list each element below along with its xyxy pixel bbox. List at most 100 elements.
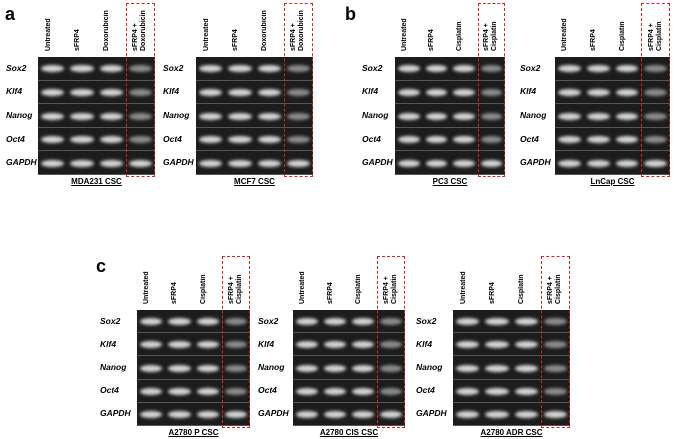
highlight-box bbox=[125, 3, 155, 177]
gel-caption: A2780 CIS CSC bbox=[319, 428, 379, 437]
gel-band bbox=[324, 387, 346, 395]
gel-band bbox=[296, 410, 318, 418]
gel-band bbox=[257, 136, 281, 144]
gel-band bbox=[380, 341, 402, 349]
gel-row bbox=[395, 104, 505, 128]
gene-label: Nanog bbox=[416, 362, 443, 372]
gel-band bbox=[199, 136, 223, 144]
gel-band bbox=[70, 65, 94, 73]
gel-band bbox=[644, 112, 667, 120]
gel-row bbox=[38, 81, 155, 105]
gel-row bbox=[137, 310, 250, 334]
lane-header: sFRP4 bbox=[590, 29, 598, 51]
gel-band bbox=[398, 65, 420, 73]
gel-image bbox=[38, 57, 155, 175]
gel-band bbox=[70, 112, 94, 120]
gene-label: Klf4 bbox=[163, 86, 180, 97]
gel-caption: MCF7 CSC bbox=[234, 177, 275, 186]
gel-row bbox=[453, 403, 570, 426]
gel-band bbox=[196, 318, 219, 326]
gel-band bbox=[286, 112, 310, 120]
gel-band bbox=[456, 410, 480, 418]
gel-row bbox=[395, 81, 505, 105]
gel-band bbox=[380, 410, 402, 418]
lane-header: Cisplatin bbox=[199, 274, 207, 304]
gel-image bbox=[137, 310, 250, 426]
gel-band bbox=[453, 159, 475, 167]
gel-row bbox=[137, 403, 250, 426]
lane-header: sFRP4 bbox=[73, 29, 81, 51]
lane-header: Doxorubicin bbox=[261, 10, 269, 51]
gel-row bbox=[395, 57, 505, 81]
gel-band bbox=[296, 318, 318, 326]
gel-band bbox=[480, 136, 502, 144]
gel-band bbox=[70, 159, 94, 167]
gel-band bbox=[480, 112, 502, 120]
gel-band bbox=[99, 159, 123, 167]
gel-row bbox=[196, 151, 313, 175]
gel-band bbox=[286, 159, 310, 167]
gel-caption: A2780 ADR CSC bbox=[480, 428, 543, 437]
gel-band bbox=[228, 136, 252, 144]
gel-band bbox=[196, 341, 219, 349]
gel-band bbox=[398, 136, 420, 144]
gel-band bbox=[425, 65, 447, 73]
gel-band bbox=[296, 341, 318, 349]
gel-band bbox=[140, 341, 163, 349]
gene-label: Sox2 bbox=[100, 315, 121, 326]
gene-label: GAPDH bbox=[520, 157, 551, 168]
gel-band bbox=[514, 387, 538, 395]
gene-label: Sox2 bbox=[362, 62, 383, 73]
gel-row bbox=[453, 380, 570, 403]
gel-row bbox=[555, 81, 670, 105]
gel-band bbox=[456, 341, 480, 349]
gel-image bbox=[196, 57, 313, 175]
gel-band bbox=[398, 88, 420, 96]
gene-label: Oct4 bbox=[362, 133, 381, 144]
gel-band bbox=[456, 387, 480, 395]
gel-row bbox=[137, 380, 250, 403]
lane-header: Untreated bbox=[202, 18, 210, 51]
gene-label: GAPDH bbox=[258, 408, 289, 419]
gel-band bbox=[168, 318, 191, 326]
gel-band bbox=[615, 136, 639, 144]
gel-row bbox=[196, 81, 313, 105]
gel-band bbox=[514, 410, 538, 418]
gel-band bbox=[425, 136, 447, 144]
gel-band bbox=[70, 136, 94, 144]
gel-band bbox=[352, 387, 374, 395]
gel-band bbox=[352, 318, 374, 326]
gel-row bbox=[453, 333, 570, 357]
gel-band bbox=[286, 136, 310, 144]
gel-band bbox=[128, 136, 152, 144]
gel-band bbox=[196, 410, 219, 418]
gel-band bbox=[41, 65, 65, 73]
gel-caption: PC3 CSC bbox=[432, 177, 468, 186]
gel-row bbox=[395, 151, 505, 175]
gel-row bbox=[453, 356, 570, 380]
gel-row bbox=[196, 57, 313, 81]
gene-label: Nanog bbox=[520, 110, 547, 120]
gene-label: Sox2 bbox=[520, 62, 541, 73]
gel-row bbox=[293, 403, 405, 426]
gene-label: Oct4 bbox=[163, 133, 182, 144]
gel-row bbox=[555, 151, 670, 175]
gel-row bbox=[196, 128, 313, 152]
gel-band bbox=[224, 364, 247, 372]
gel-band bbox=[228, 112, 252, 120]
gel-band bbox=[257, 88, 281, 96]
gel-band bbox=[168, 387, 191, 395]
lane-header: Untreated bbox=[299, 271, 306, 304]
gel-band bbox=[199, 112, 223, 120]
lane-header: Untreated bbox=[44, 18, 52, 51]
gel-row bbox=[38, 151, 155, 175]
lane-header: sFRP4 bbox=[428, 29, 436, 51]
gel-band bbox=[644, 88, 667, 96]
gel-caption: LnCap CSC bbox=[590, 177, 635, 186]
gel-band bbox=[453, 88, 475, 96]
lane-header: Untreated bbox=[400, 18, 408, 51]
gel-band bbox=[224, 318, 247, 326]
gel-band bbox=[224, 387, 247, 395]
gene-label: GAPDH bbox=[100, 408, 131, 419]
